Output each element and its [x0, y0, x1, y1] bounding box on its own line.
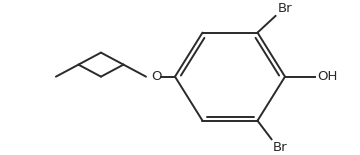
- Text: Br: Br: [273, 141, 287, 154]
- Text: Br: Br: [277, 2, 292, 15]
- Text: O: O: [152, 70, 162, 83]
- Text: OH: OH: [317, 70, 337, 83]
